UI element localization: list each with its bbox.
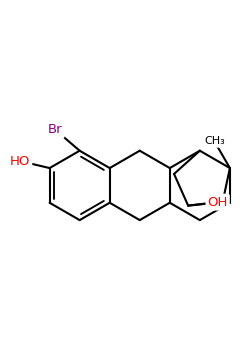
Text: Br: Br [48,124,63,136]
Text: OH: OH [208,196,228,209]
Text: HO: HO [10,155,30,168]
Text: CH₃: CH₃ [204,136,225,146]
